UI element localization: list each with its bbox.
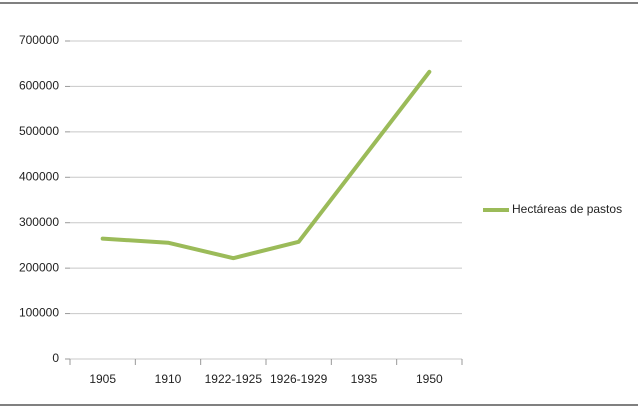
x-tick-label: 1905 bbox=[89, 372, 116, 386]
y-tick-label: 400000 bbox=[19, 169, 59, 183]
x-tick-label: 1926-1929 bbox=[270, 372, 328, 386]
y-tick-label: 200000 bbox=[19, 260, 59, 274]
y-tick-label: 600000 bbox=[19, 79, 59, 93]
x-tick-label: 1950 bbox=[416, 372, 443, 386]
y-tick-label: 100000 bbox=[19, 306, 59, 320]
line-series bbox=[100, 69, 432, 261]
y-tick-label: 500000 bbox=[19, 124, 59, 138]
legend-label: Hectáreas de pastos bbox=[512, 202, 622, 216]
y-tick-label: 700000 bbox=[19, 33, 59, 47]
x-tick-label: 1922-1925 bbox=[205, 372, 263, 386]
y-tick-label: 300000 bbox=[19, 215, 59, 229]
x-tick-label: 1935 bbox=[351, 372, 378, 386]
y-tick-label: 0 bbox=[52, 351, 59, 365]
x-tick-label: 1910 bbox=[155, 372, 182, 386]
